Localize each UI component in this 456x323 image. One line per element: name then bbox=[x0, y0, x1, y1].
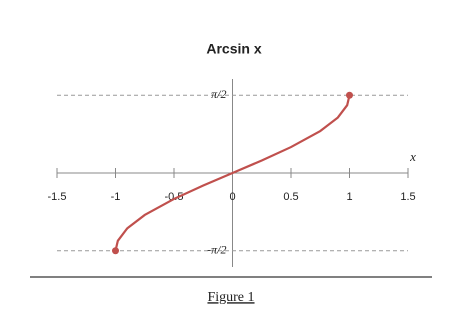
x-tick-label: -1.5 bbox=[48, 191, 67, 203]
x-tick-label: -1 bbox=[111, 191, 121, 203]
end-point bbox=[346, 91, 353, 99]
line bbox=[114, 95, 351, 251]
y-tick-label: -π/2 bbox=[207, 242, 226, 256]
chart-title: Arcsin x bbox=[206, 41, 261, 57]
x-tick-label: 1.5 bbox=[400, 191, 415, 203]
x-axis-label: x bbox=[409, 149, 416, 164]
end-point bbox=[112, 247, 119, 255]
x-tick-label: 0.5 bbox=[283, 191, 298, 203]
y-tick-label: π/2 bbox=[211, 87, 226, 101]
x-tick-label: 0 bbox=[229, 191, 235, 203]
caption: Figure 1 bbox=[207, 290, 254, 305]
x-tick-label: 1 bbox=[346, 191, 352, 203]
x-tick-label: -0.5 bbox=[165, 191, 184, 203]
